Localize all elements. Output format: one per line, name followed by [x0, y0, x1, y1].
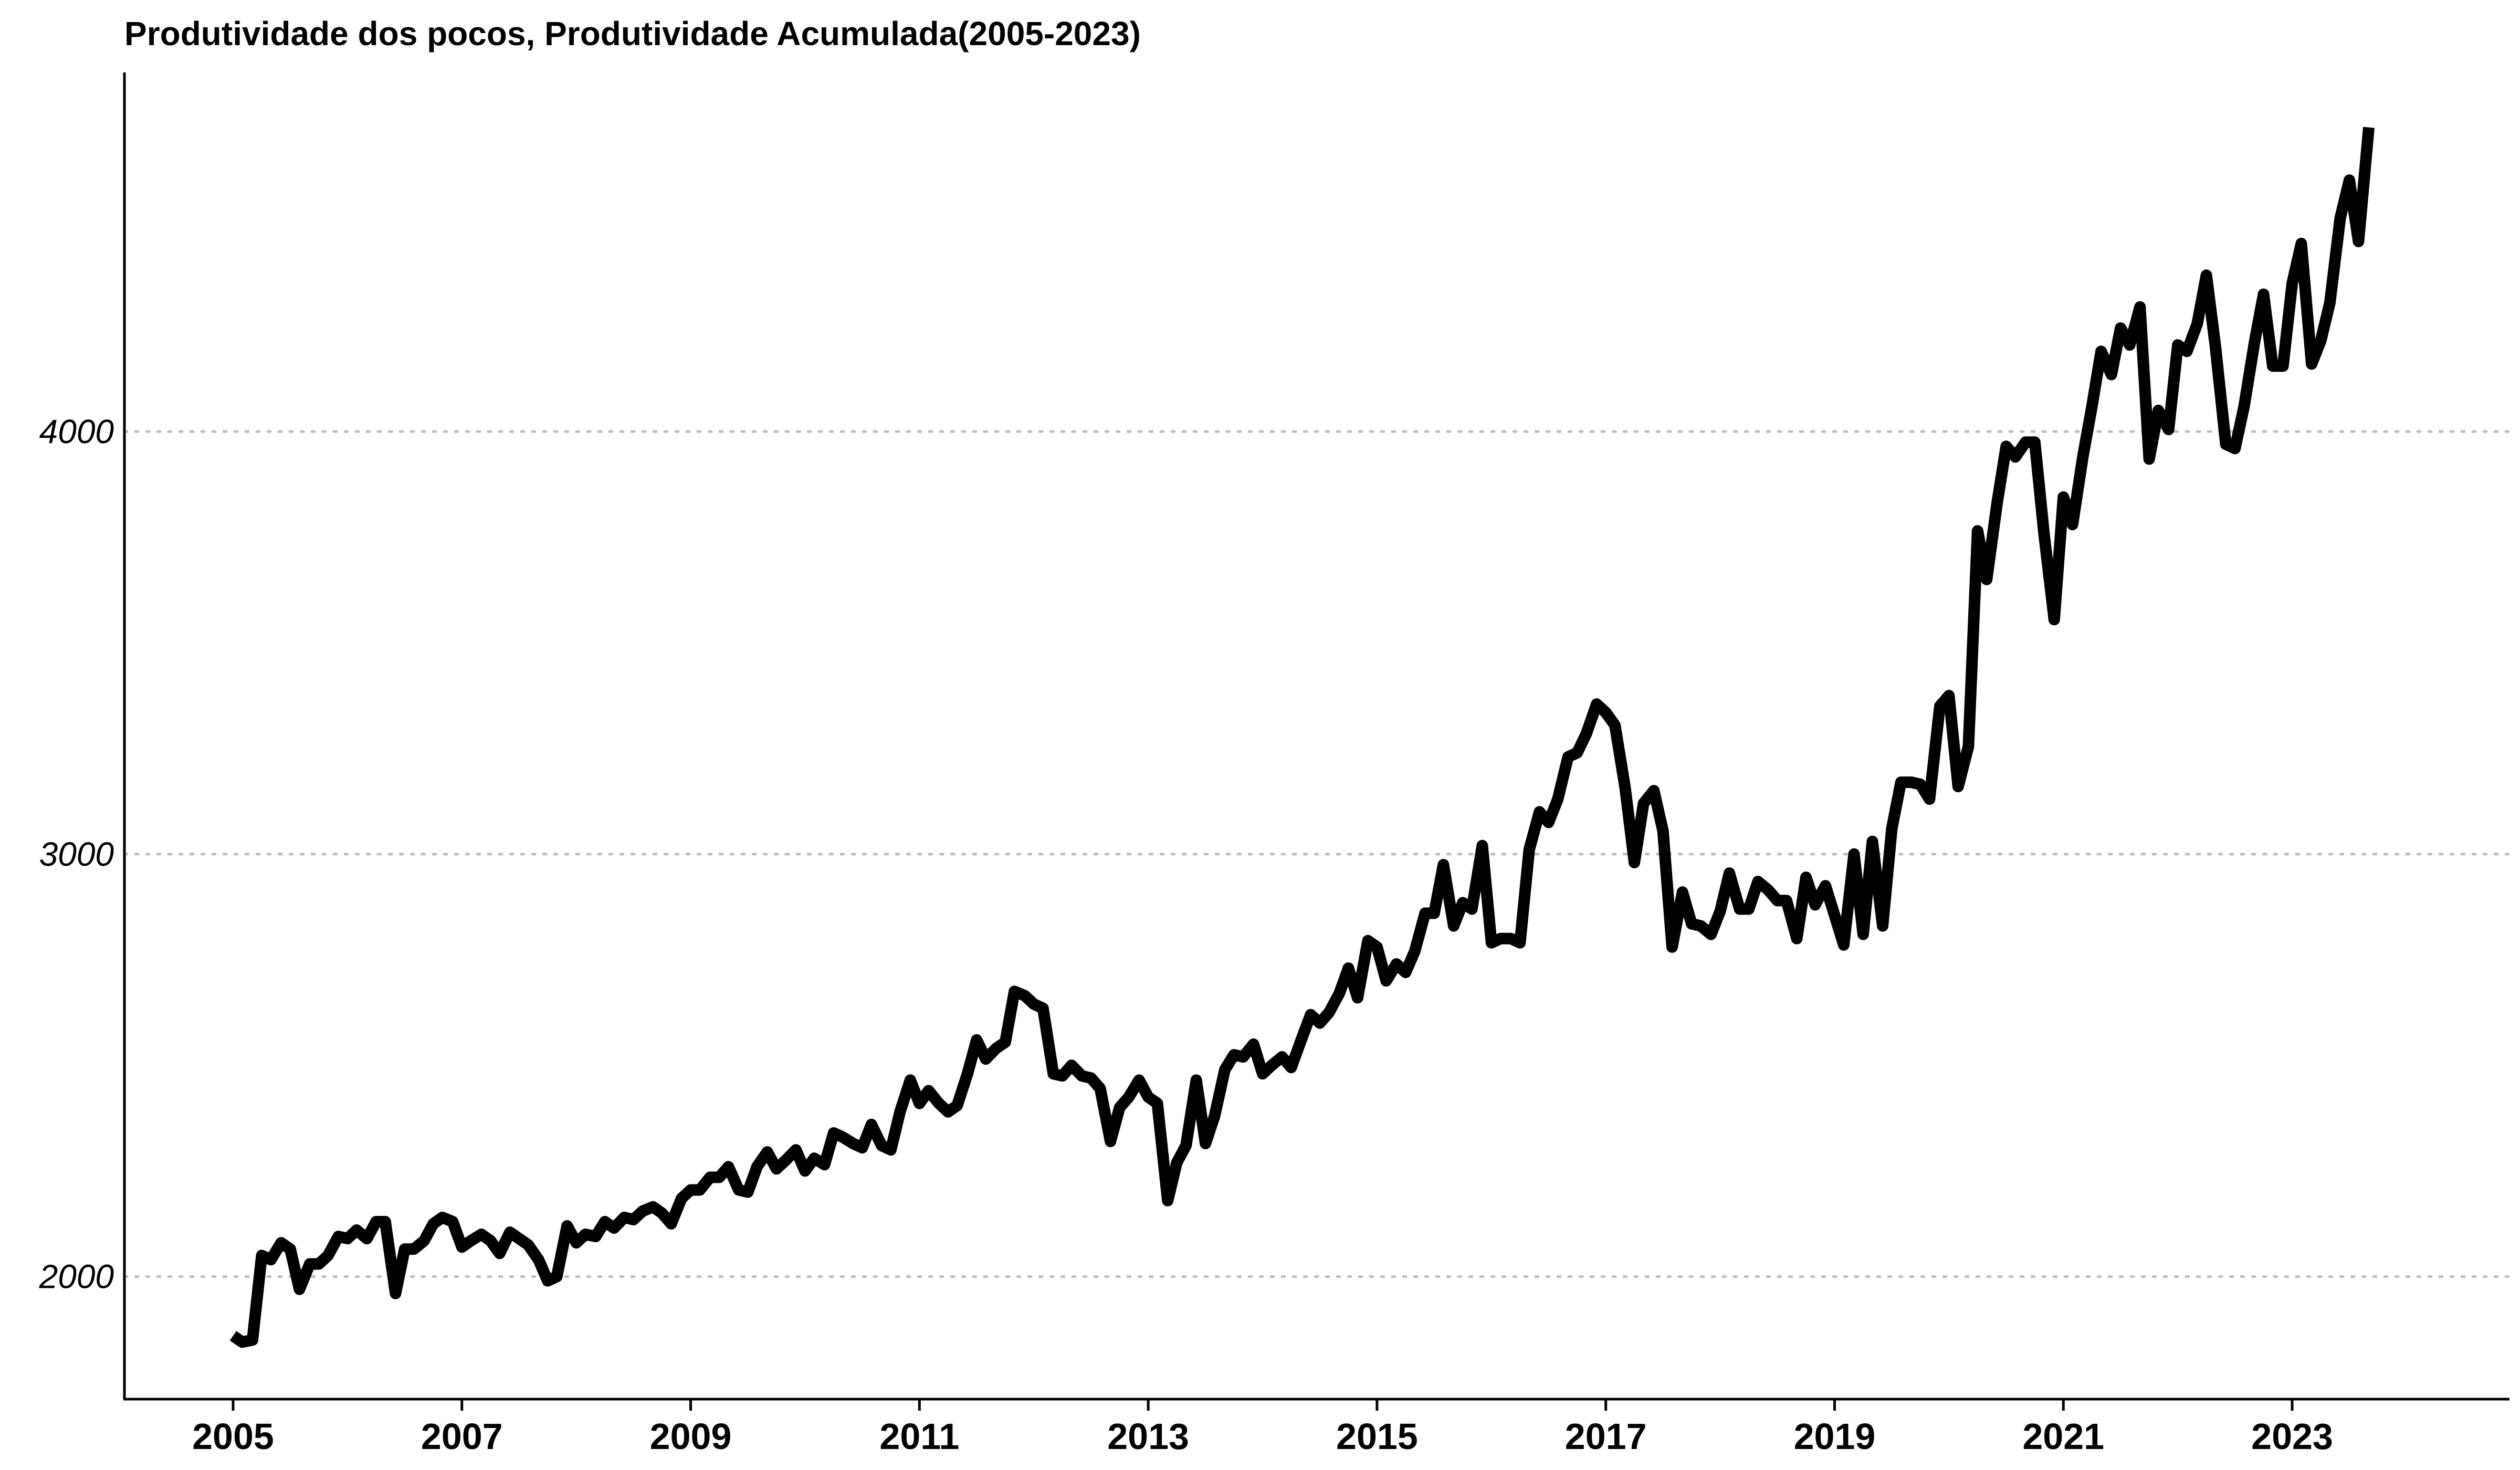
series-line-0 — [229, 127, 2375, 1348]
y-tick-labels: 2000 3000 4000 — [39, 413, 114, 1296]
gridlines — [123, 430, 2511, 1278]
chart-title: Produtividade dos pocos, Produtividade A… — [124, 15, 1141, 52]
x-tick-labels: 2005 2007 2009 2011 2013 2015 2017 2019 2021 2023 — [192, 1399, 2333, 1457]
y-tick-label-3000: 3000 — [39, 835, 114, 873]
series-layer — [229, 127, 2375, 1348]
y-tick-label-4000: 4000 — [39, 413, 114, 450]
x-tick-label-2009: 2009 — [650, 1416, 732, 1457]
x-tick-label-2011: 2011 — [879, 1416, 959, 1457]
y-tick-label-2000: 2000 — [39, 1258, 114, 1296]
x-tick-label-2019: 2019 — [1794, 1416, 1876, 1457]
x-tick-label-2007: 2007 — [421, 1416, 503, 1457]
x-tick-label-2005: 2005 — [192, 1416, 274, 1457]
x-tick-label-2017: 2017 — [1565, 1416, 1647, 1457]
x-tick-label-2015: 2015 — [1336, 1416, 1418, 1457]
axes — [123, 72, 2510, 1401]
x-tick-label-2021: 2021 — [2022, 1416, 2104, 1457]
x-tick-label-2023: 2023 — [2251, 1416, 2333, 1457]
x-tick-label-2013: 2013 — [1107, 1416, 1189, 1457]
